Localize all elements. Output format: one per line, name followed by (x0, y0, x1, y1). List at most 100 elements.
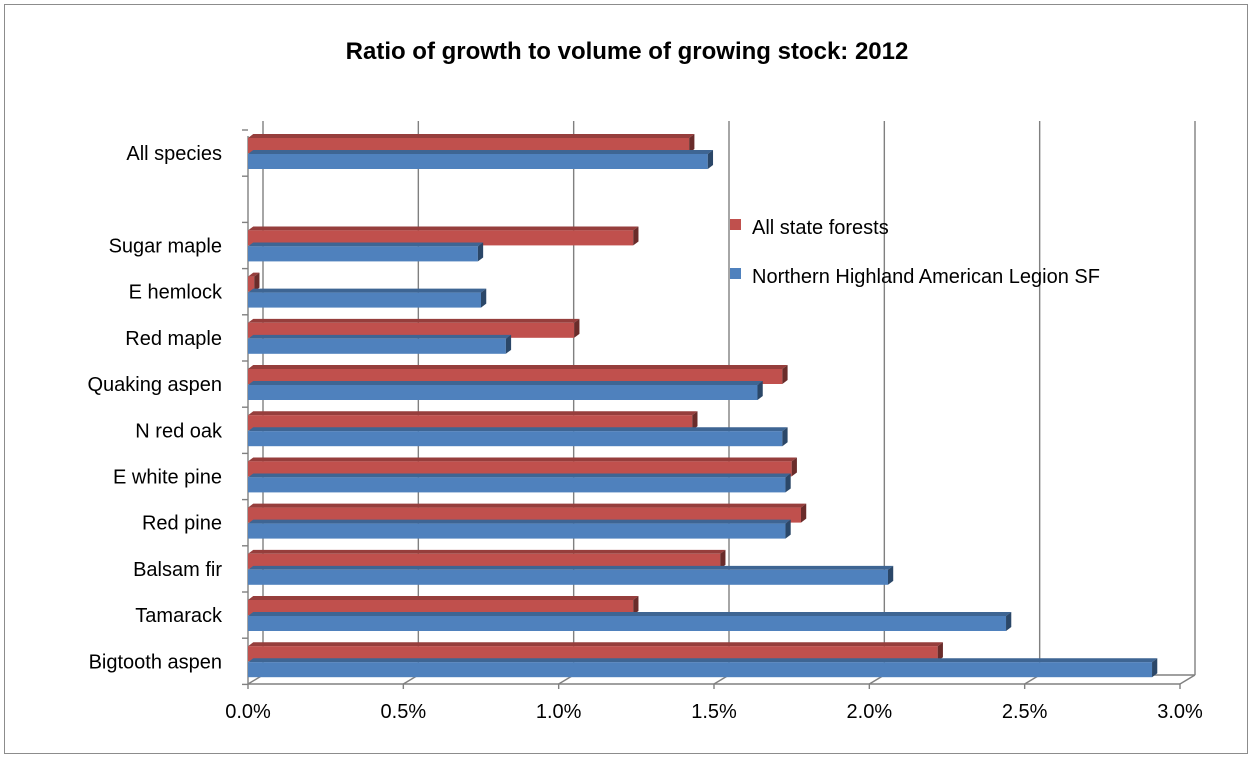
bar (248, 519, 791, 539)
x-tick-label: 0.0% (225, 701, 271, 723)
bar (248, 226, 639, 246)
bar-top-face (248, 642, 943, 647)
bar-top-face (248, 549, 726, 554)
bar-end-face (477, 242, 484, 262)
bar-front-face (248, 662, 1153, 678)
legend-swatch (730, 268, 741, 279)
legend-swatch (730, 219, 741, 230)
bar (248, 381, 763, 400)
category-label: E white pine (113, 467, 222, 489)
bar-end-face (782, 365, 788, 384)
x-tick-label: 2.0% (847, 701, 893, 723)
bar-top-face (248, 519, 791, 524)
bar-front-face (248, 415, 693, 431)
bar-end-face (689, 134, 695, 153)
bar-front-face (248, 322, 575, 338)
bar-front-face (248, 431, 783, 447)
bar (248, 365, 788, 384)
bar (248, 288, 487, 308)
x-tick-label: 0.5% (381, 701, 427, 723)
bar-end-face (887, 565, 894, 585)
bar (248, 134, 695, 153)
bar-top-face (248, 288, 487, 293)
bar-top-face (248, 411, 698, 416)
bar-front-face (248, 385, 758, 400)
bar-front-face (248, 553, 721, 569)
x-tick-label: 3.0% (1157, 701, 1203, 723)
bar (248, 411, 698, 431)
bar-front-face (248, 338, 506, 354)
bar-front-face (248, 154, 708, 169)
legend-label: All state forests (752, 217, 889, 239)
category-label: E hemlock (129, 282, 223, 304)
category-label: Bigtooth aspen (89, 651, 222, 673)
bar-end-face (692, 411, 698, 431)
bar (248, 457, 797, 477)
bar (248, 427, 788, 447)
category-label: N red oak (135, 420, 223, 442)
bar-top-face (248, 226, 639, 231)
category-label: Sugar maple (109, 236, 222, 258)
bar (248, 473, 791, 493)
chart-title: Ratio of growth to volume of growing sto… (345, 38, 909, 65)
bar-front-face (248, 461, 792, 477)
category-label: All species (126, 143, 222, 165)
bar-end-face (481, 288, 487, 308)
bar-end-face (937, 642, 943, 662)
bar-top-face (248, 318, 580, 323)
bar-end-face (785, 473, 791, 493)
bar (248, 318, 580, 338)
bar (248, 334, 512, 354)
category-label: Tamarack (135, 605, 223, 627)
legend: All state forests Northern Highland Ameri… (730, 217, 1100, 288)
bar (248, 612, 1012, 631)
bar (248, 272, 260, 292)
bar-top-face (248, 365, 788, 369)
floor-line (1179, 674, 1196, 685)
bar-top-face (248, 596, 639, 600)
bar-top-face (248, 503, 807, 508)
category-label: Red pine (142, 513, 222, 535)
x-tick-label: 1.5% (691, 701, 737, 723)
bar-top-face (248, 134, 695, 138)
bar (248, 642, 943, 662)
bar (248, 150, 714, 169)
bar-front-face (248, 369, 783, 384)
bar-front-face (248, 138, 690, 153)
bar-end-face (574, 318, 580, 338)
bar (248, 503, 807, 523)
bar (248, 242, 484, 262)
bar-layer (248, 134, 1158, 678)
bar-top-face (248, 427, 788, 432)
bar-end-face (720, 549, 726, 569)
bar-end-face (505, 334, 512, 354)
bar-top-face (248, 334, 512, 339)
bar (248, 658, 1158, 678)
bar-top-face (248, 612, 1012, 616)
bar-front-face (248, 507, 801, 523)
bar-end-face (1006, 612, 1012, 631)
category-label: Balsam fir (133, 559, 222, 581)
bar-front-face (248, 276, 255, 292)
bar-top-face (248, 658, 1158, 663)
x-tick-label: 2.5% (1002, 701, 1048, 723)
bar-end-face (633, 596, 639, 615)
bar-front-face (248, 292, 481, 308)
axis-layer (242, 129, 1181, 689)
bar-front-face (248, 523, 786, 539)
bar-end-face (782, 427, 788, 447)
bar-front-face (248, 600, 634, 615)
category-label: Red maple (125, 328, 222, 350)
bar-end-face (791, 457, 797, 477)
bar-top-face (248, 457, 797, 462)
bar-end-face (785, 519, 791, 539)
bar-end-face (757, 381, 763, 400)
bar-front-face (248, 569, 888, 585)
bar-top-face (248, 381, 763, 385)
bar (248, 565, 894, 585)
category-label: Quaking aspen (87, 374, 222, 396)
bar-end-face (1152, 658, 1158, 678)
bar-front-face (248, 246, 478, 262)
bar (248, 549, 726, 569)
